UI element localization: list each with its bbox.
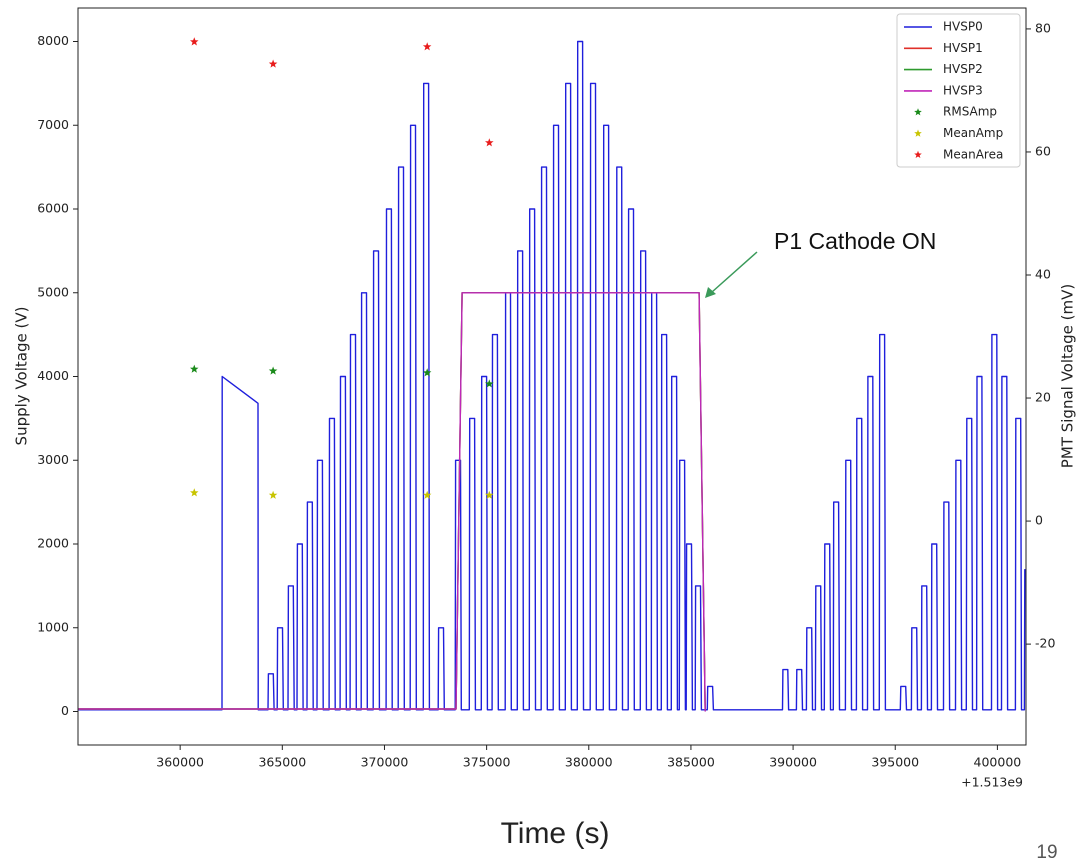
legend-label: HVSP3 xyxy=(943,83,983,97)
legend-marker xyxy=(914,108,922,116)
x-tick-label: 370000 xyxy=(361,755,409,770)
x-offset-label: +1.513e9 xyxy=(961,775,1023,790)
y2-axis-label: PMT Signal Voltage (mV) xyxy=(1059,284,1077,468)
annotation-arrow xyxy=(711,251,758,293)
series-line xyxy=(78,292,706,712)
x-tick-label: 365000 xyxy=(258,755,306,770)
y-tick-label: 5000 xyxy=(37,284,69,299)
x-tick-label: 360000 xyxy=(156,755,204,770)
slide-number: 19 xyxy=(1036,842,1057,863)
legend-marker xyxy=(914,150,922,158)
x-axis-label: Time (s) xyxy=(501,817,610,850)
star-marker xyxy=(268,490,278,499)
plot-area xyxy=(78,37,1026,712)
x-tick-label: 400000 xyxy=(974,755,1022,770)
y-tick-label: 8000 xyxy=(37,33,69,48)
annotation: P1 Cathode ON xyxy=(774,228,936,254)
y-tick-label: 1000 xyxy=(37,619,69,634)
y2-tick-label: 80 xyxy=(1035,20,1051,35)
legend-label: RMSAmp xyxy=(943,105,997,119)
legend-label: HVSP2 xyxy=(943,62,983,76)
y-tick-label: 3000 xyxy=(37,452,69,467)
y-tick-label: 4000 xyxy=(37,368,69,383)
y2-tick-label: -20 xyxy=(1035,636,1055,651)
legend-label: MeanArea xyxy=(943,147,1003,161)
legend-label: HVSP1 xyxy=(943,41,983,55)
y2-tick-label: 20 xyxy=(1035,390,1051,405)
star-marker xyxy=(190,364,199,373)
star-marker xyxy=(190,488,199,497)
star-marker xyxy=(268,59,278,68)
star-marker xyxy=(422,368,432,377)
legend: HVSP0 HVSP1 HVSP2 HVSP3 RMSAmp MeanAmp MeanAre… xyxy=(896,13,1021,168)
star-marker xyxy=(485,138,494,147)
legend-label: HVSP0 xyxy=(943,20,983,34)
x-tick-label: 375000 xyxy=(463,755,511,770)
legend-box xyxy=(896,13,1021,168)
x-tick-label: 395000 xyxy=(871,755,919,770)
y-tick-label: 0 xyxy=(61,703,69,718)
star-marker xyxy=(268,366,278,375)
y-axis-label: Supply Voltage (V) xyxy=(13,307,31,446)
x-tick-label: 385000 xyxy=(667,755,715,770)
star-marker xyxy=(485,490,494,499)
star-marker xyxy=(422,42,432,51)
series-line xyxy=(78,40,1026,711)
y-tick-label: 6000 xyxy=(37,201,69,216)
y2-tick-label: 40 xyxy=(1035,266,1051,281)
y-tick-label: 7000 xyxy=(37,117,69,132)
y2-tick-label: 60 xyxy=(1035,143,1051,158)
star-marker xyxy=(422,490,432,499)
star-marker xyxy=(190,37,199,46)
x-tick-label: 380000 xyxy=(565,755,613,770)
legend-marker xyxy=(914,129,922,137)
star-marker xyxy=(485,379,494,388)
x-tick-label: 390000 xyxy=(769,755,817,770)
y2-tick-label: 0 xyxy=(1035,513,1043,528)
y-tick-label: 2000 xyxy=(37,536,69,551)
annotation-arrowhead xyxy=(705,287,716,298)
legend-label: MeanAmp xyxy=(943,126,1003,140)
